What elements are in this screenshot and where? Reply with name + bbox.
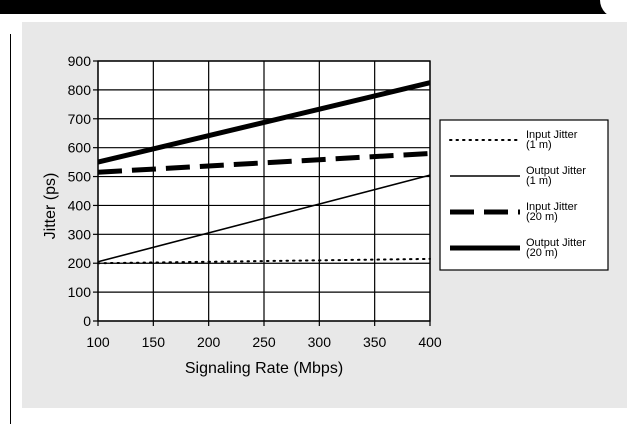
legend-label-line: (1 m) — [526, 175, 552, 187]
x-tick-label: 300 — [308, 334, 332, 350]
plot-border — [97, 60, 431, 322]
y-tick-label: 700 — [68, 111, 92, 127]
x-tick-label: 250 — [252, 334, 276, 350]
legend-label: Input Jitter (1 m) — [526, 129, 578, 151]
series-line — [97, 150, 431, 175]
y-tick-label: 400 — [68, 197, 92, 213]
legend-label: Output Jitter (20 m) — [526, 237, 586, 259]
x-tick-label: 350 — [363, 334, 387, 350]
series-line — [97, 174, 431, 263]
x-tick-label: 100 — [86, 334, 110, 350]
x-tick-label: 400 — [418, 334, 442, 350]
y-tick-label: 500 — [68, 169, 92, 185]
legend-label-line: (20 m) — [526, 247, 558, 259]
y-tick-label: 0 — [83, 313, 91, 329]
legend-box — [439, 119, 609, 271]
legend-label-line: Output Jitter — [526, 237, 586, 249]
legend-label: Input Jitter (20 m) — [526, 201, 578, 223]
legend-label-line: Input Jitter — [526, 201, 578, 213]
y-tick-label: 200 — [68, 255, 92, 271]
series-line — [97, 80, 431, 165]
plot-area: 0 100 200 300 400 500 600 700 800 900 100 150 200 250… — [68, 53, 442, 350]
x-tick-label: 150 — [142, 334, 166, 350]
x-axis-title: Signaling Rate (Mbps) — [185, 360, 343, 377]
x-tick-label: 200 — [197, 334, 221, 350]
legend-label-line: (20 m) — [526, 211, 558, 223]
y-axis-title: Jitter (ps) — [42, 173, 59, 240]
y-tick-label: 100 — [68, 284, 92, 300]
y-tick-label: 800 — [68, 82, 92, 98]
header-band — [0, 0, 640, 14]
y-tick-label: 600 — [68, 140, 92, 156]
y-tick-label: 300 — [68, 226, 92, 242]
legend-label-line: (1 m) — [526, 139, 552, 151]
header-notch — [600, 0, 640, 18]
y-tick-label: 900 — [68, 53, 92, 69]
legend-label-line: Output Jitter — [526, 165, 586, 177]
legend-label: Output Jitter (1 m) — [526, 165, 586, 187]
left-rule — [10, 34, 11, 424]
legend: Input Jitter (1 m)Output Jitter (1 m)Input… — [439, 119, 609, 271]
legend-label-line: Input Jitter — [526, 129, 578, 141]
